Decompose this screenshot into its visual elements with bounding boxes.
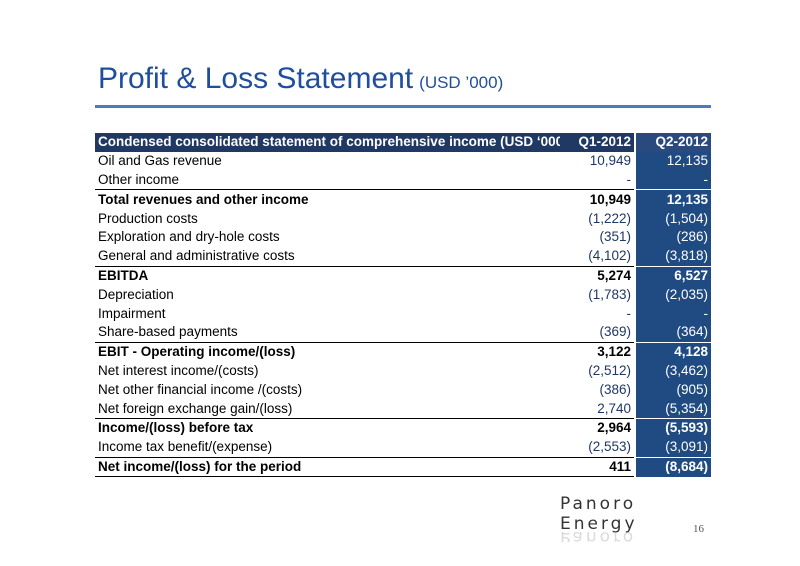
row-value-q1: 5,274 bbox=[560, 265, 635, 286]
row-label: Impairment bbox=[98, 305, 166, 321]
row-value-q2: (905) bbox=[634, 380, 711, 400]
row-value-q2: (3,818) bbox=[634, 246, 711, 267]
table-row: Depreciation (1,783) (2,035) bbox=[95, 285, 711, 305]
row-value-q2: (3,091) bbox=[634, 437, 711, 458]
row-label: Production costs bbox=[98, 210, 198, 226]
logo-wordmark: Panoro Energy bbox=[560, 494, 638, 534]
row-value-q1: - bbox=[626, 171, 632, 187]
row-label: EBIT - Operating income/(loss) bbox=[95, 341, 560, 362]
table-row: Share-based payments (369) (364) bbox=[95, 322, 711, 343]
table-row: EBITDA 5,274 6,527 bbox=[95, 265, 711, 286]
row-value-q1: 2,964 bbox=[560, 417, 635, 438]
page-title-main: Profit & Loss Statement bbox=[98, 62, 414, 95]
table-body: Oil and Gas revenue 10,949 12,135 Other inc… bbox=[95, 151, 711, 478]
table-row: Total revenues and other income 10,949 12,… bbox=[95, 189, 711, 210]
row-label: Total revenues and other income bbox=[95, 189, 560, 210]
table-row: Impairment - - bbox=[95, 304, 711, 323]
row-label: Other income bbox=[98, 171, 180, 187]
row-value-q1: 411 bbox=[560, 456, 635, 478]
row-label: Net income/(loss) for the period bbox=[95, 456, 560, 478]
row-value-q2: (1,504) bbox=[634, 209, 711, 228]
header-description: Condensed consolidated statement of comp… bbox=[95, 133, 560, 152]
row-label: Oil and Gas revenue bbox=[98, 153, 222, 169]
header-q2: Q2-2012 bbox=[634, 133, 711, 152]
row-value-q2: 12,135 bbox=[634, 151, 711, 171]
row-value-q2: (8,684) bbox=[634, 456, 711, 478]
table-row: Exploration and dry-hole costs (351) (286) bbox=[95, 227, 711, 247]
table-row: EBIT - Operating income/(loss) 3,122 4,128 bbox=[95, 341, 711, 362]
row-label: Share-based payments bbox=[98, 324, 238, 340]
row-value-q1: 3,122 bbox=[560, 341, 635, 362]
row-value-q2: 4,128 bbox=[634, 341, 711, 362]
row-label: Net interest income/(costs) bbox=[98, 362, 259, 378]
table-header-row: Condensed consolidated statement of comp… bbox=[95, 133, 711, 152]
row-value-q1: (1,783) bbox=[588, 286, 631, 302]
row-value-q1: 2,740 bbox=[597, 400, 631, 416]
table-row: Income/(loss) before tax 2,964 (5,593) bbox=[95, 417, 711, 438]
row-label: Income/(loss) before tax bbox=[95, 417, 560, 438]
row-value-q1: (1,222) bbox=[588, 210, 631, 226]
page-title-unit: (USD ’000) bbox=[419, 73, 504, 92]
table-row: Oil and Gas revenue 10,949 12,135 bbox=[95, 151, 711, 171]
row-label: Net other financial income /(costs) bbox=[98, 381, 303, 397]
table-row: General and administrative costs (4,102)(… bbox=[95, 246, 711, 267]
table-row: Net foreign exchange gain/(loss) 2,740 (5,… bbox=[95, 399, 711, 419]
row-value-q1: (2,553) bbox=[588, 439, 631, 455]
table-row: Income tax benefit/(expense) (2,553) (3,09… bbox=[95, 437, 711, 458]
row-value-q1: (4,102) bbox=[588, 248, 631, 264]
row-value-q1: (386) bbox=[599, 381, 631, 397]
row-label: Exploration and dry-hole costs bbox=[98, 229, 280, 245]
row-value-q2: (286) bbox=[634, 227, 711, 247]
table-row: Other income - - bbox=[95, 170, 711, 190]
row-value-q2: 12,135 bbox=[634, 189, 711, 210]
row-label: Net foreign exchange gain/(loss) bbox=[98, 400, 293, 416]
table-row: Net income/(loss) for the period 411 (8,68… bbox=[95, 456, 711, 478]
row-value-q1: - bbox=[626, 305, 632, 321]
row-label: EBITDA bbox=[95, 265, 560, 286]
row-value-q1: (2,512) bbox=[588, 362, 631, 378]
row-label: Depreciation bbox=[98, 286, 174, 302]
row-value-q2: (5,354) bbox=[634, 399, 711, 419]
row-value-q1: (351) bbox=[599, 229, 631, 245]
table-row: Net other financial income /(costs) (386)… bbox=[95, 380, 711, 400]
profit-loss-table: Condensed consolidated statement of comp… bbox=[95, 133, 711, 478]
row-label: General and administrative costs bbox=[98, 248, 295, 264]
row-value-q2: - bbox=[634, 170, 711, 190]
row-value-q1: 10,949 bbox=[589, 153, 631, 169]
table-row: Production costs (1,222) (1,504) bbox=[95, 209, 711, 228]
row-value-q1: 10,949 bbox=[560, 189, 635, 210]
company-logo: Panoro Energy Panoro Energy bbox=[560, 494, 720, 542]
row-value-q2: (5,593) bbox=[634, 417, 711, 438]
row-label: Income tax benefit/(expense) bbox=[98, 439, 273, 455]
page-title: Profit & Loss Statement (USD ’000) bbox=[98, 62, 503, 96]
row-value-q1: (369) bbox=[599, 324, 631, 340]
row-value-q2: (3,462) bbox=[634, 361, 711, 381]
row-value-q2: 6,527 bbox=[634, 265, 711, 286]
page-number: 16 bbox=[693, 523, 704, 535]
row-value-q2: (2,035) bbox=[634, 285, 711, 305]
title-divider bbox=[95, 105, 711, 108]
row-value-q2: (364) bbox=[634, 322, 711, 343]
header-q1: Q1-2012 bbox=[560, 133, 635, 152]
row-value-q2: - bbox=[634, 304, 711, 323]
table-row: Net interest income/(costs) (2,512) (3,462… bbox=[95, 361, 711, 381]
